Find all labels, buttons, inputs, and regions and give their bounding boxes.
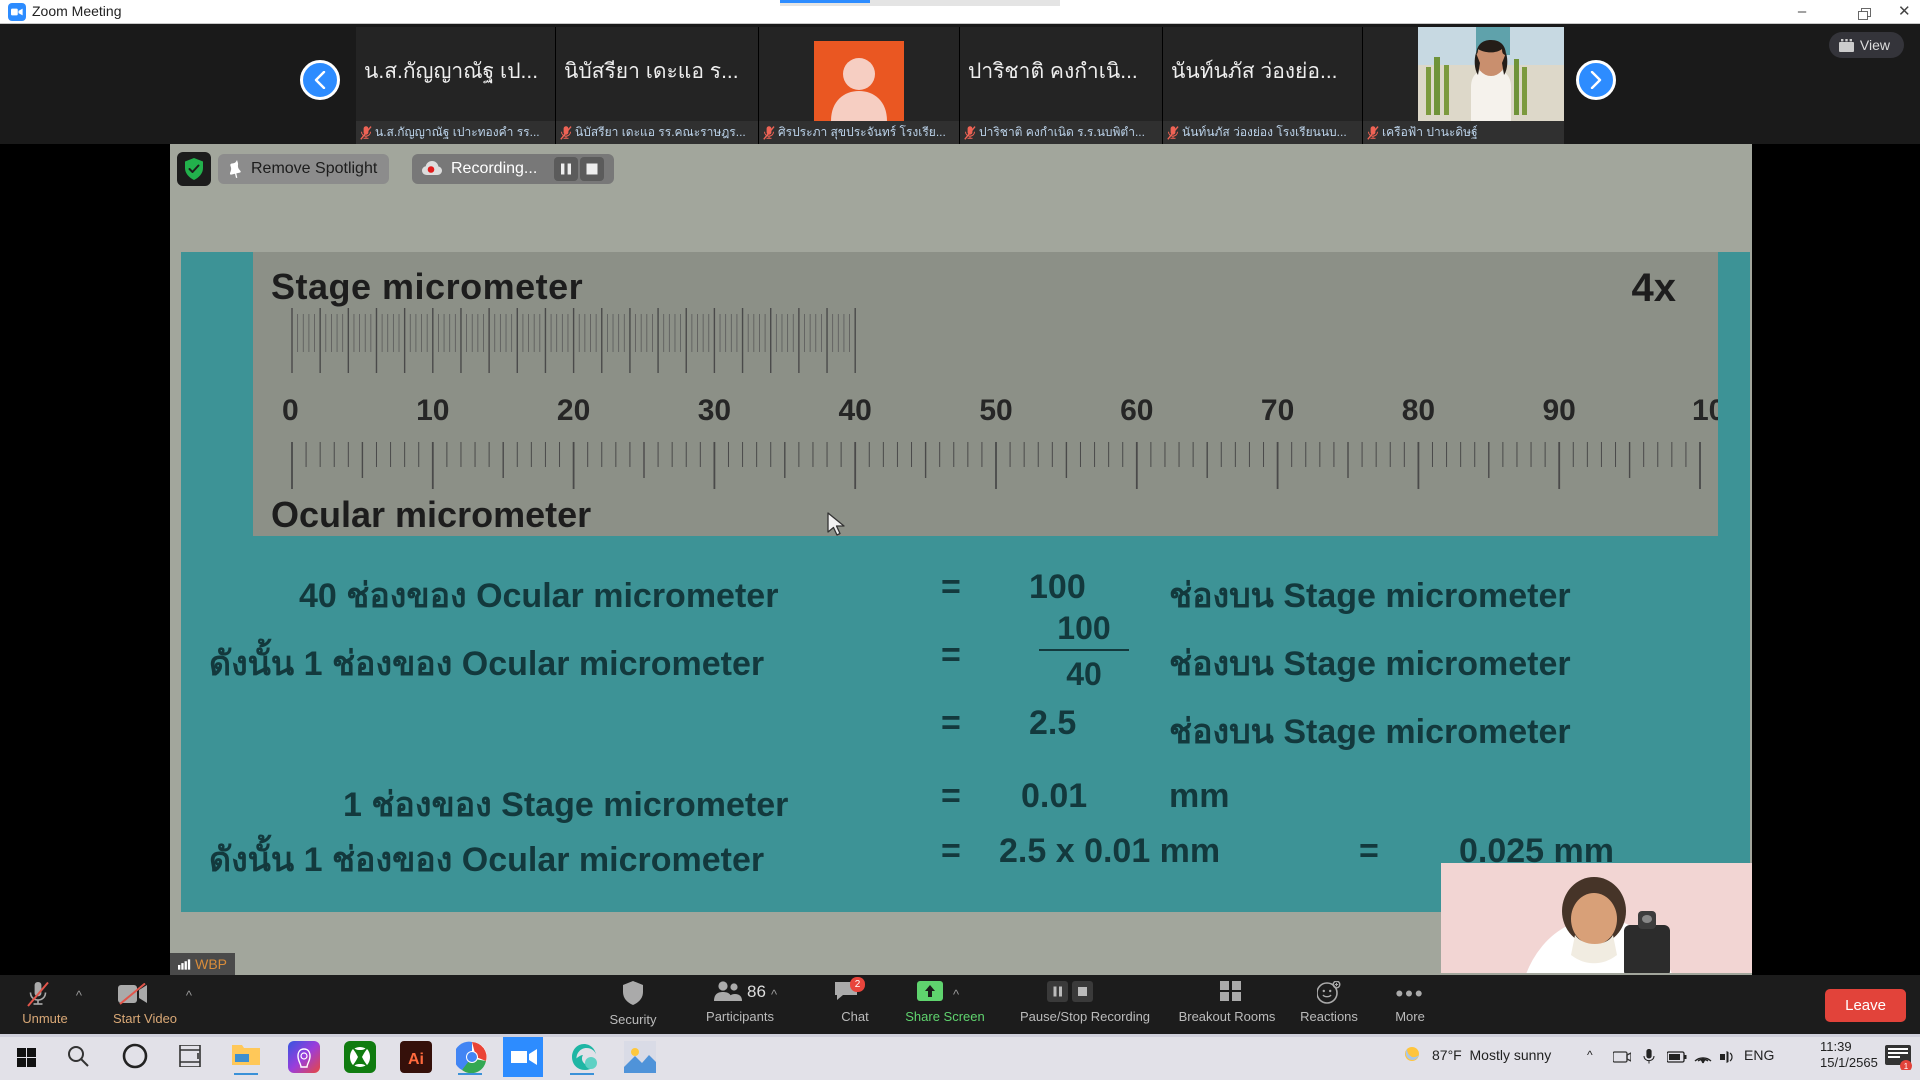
- svg-text:1: 1: [1904, 1062, 1909, 1070]
- svg-text:Ai: Ai: [408, 1051, 424, 1068]
